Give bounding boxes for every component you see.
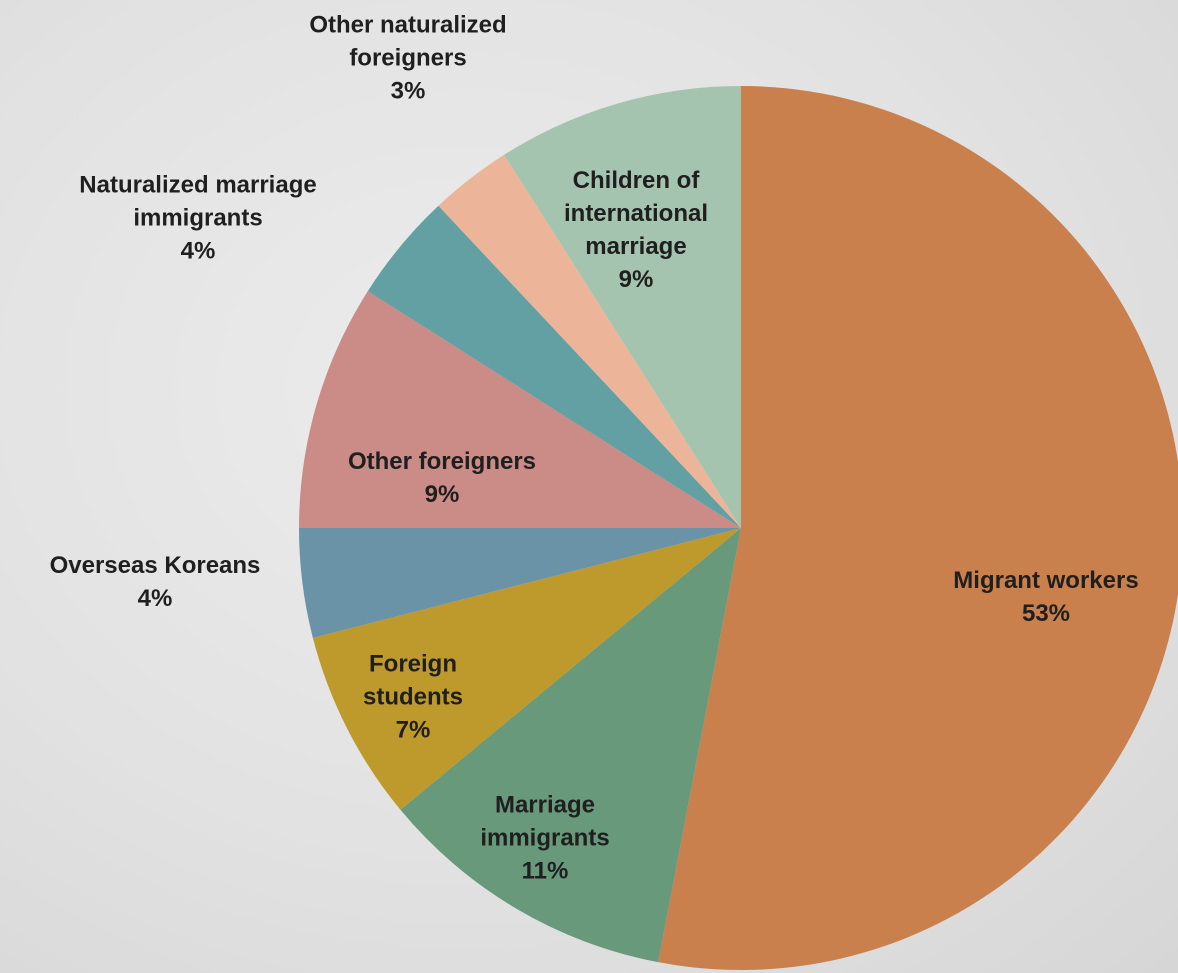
- slice-label: Migrant workers 53%: [916, 564, 1176, 630]
- value-label: 4%: [180, 237, 216, 265]
- slice-label: Children of international marriage 9%: [531, 164, 741, 296]
- value-label: 9%: [618, 266, 654, 293]
- pie-slice: [400, 528, 741, 963]
- value-label: 7%: [395, 716, 431, 744]
- pie-slice: [658, 86, 1178, 970]
- category-label: Children of international marriage: [563, 167, 708, 260]
- slice-label: Overseas Koreans 4%: [5, 549, 305, 615]
- category-label: Other naturalized foreigners: [309, 11, 507, 72]
- slice-label: Other foreigners 9%: [292, 445, 592, 511]
- value-label: 53%: [1021, 600, 1071, 627]
- slice-label: Naturalized marriage immigrants 4%: [28, 169, 368, 268]
- category-label: Naturalized marriage immigrants: [79, 171, 317, 232]
- pie-slice: [312, 528, 741, 810]
- category-label: Marriage immigrants: [480, 791, 610, 852]
- value-label: 4%: [137, 585, 173, 612]
- pie-slice: [504, 86, 741, 528]
- slice-label: Other naturalized foreigners 3%: [258, 9, 558, 108]
- slice-label: Foreign students 7%: [328, 648, 498, 747]
- category-label: Migrant workers: [953, 567, 1139, 594]
- pie-slice: [367, 205, 741, 528]
- pie-slice: [299, 291, 741, 528]
- value-label: 9%: [424, 481, 460, 508]
- pie-slice: [299, 528, 741, 638]
- pie-slice: [438, 154, 741, 528]
- category-label: Foreign students: [362, 650, 463, 711]
- category-label: Overseas Koreans: [49, 552, 261, 579]
- category-label: Other foreigners: [347, 448, 537, 475]
- value-label: 3%: [390, 77, 426, 105]
- value-label: 11%: [521, 857, 569, 885]
- slice-label: Marriage immigrants 11%: [445, 789, 645, 888]
